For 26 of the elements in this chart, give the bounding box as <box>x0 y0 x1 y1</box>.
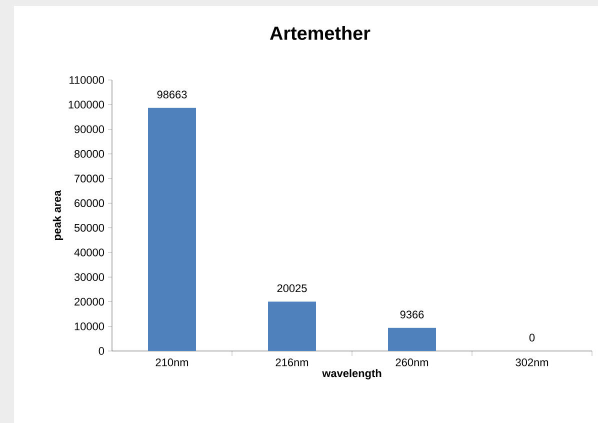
data-label: 0 <box>529 334 535 342</box>
y-tick-label: 10000 <box>74 322 104 330</box>
x-tick-label: 260nm <box>396 358 428 366</box>
x-tick-label: 302nm <box>516 358 548 366</box>
y-tick-label: 60000 <box>74 199 104 208</box>
x-axis-title: wavelength <box>322 369 382 380</box>
data-label: 98663 <box>157 90 187 98</box>
bar <box>388 328 436 351</box>
y-tick-label: 0 <box>98 347 104 355</box>
y-axis-title: peak area <box>52 190 64 240</box>
chart-title: Artemether <box>270 26 370 40</box>
y-tick-label: 80000 <box>74 150 104 158</box>
data-label: 20025 <box>277 284 307 292</box>
y-tick-label: 70000 <box>74 174 104 182</box>
x-tick-label: 210nm <box>156 358 188 366</box>
x-tick-label: 216nm <box>276 358 308 366</box>
y-tick-label: 50000 <box>74 224 104 232</box>
data-label: 9366 <box>400 310 424 318</box>
y-tick-label: 110000 <box>70 76 104 84</box>
y-tick-label: 30000 <box>74 273 104 281</box>
y-tick-label: 20000 <box>74 298 104 306</box>
y-tick-label: 90000 <box>74 125 104 134</box>
y-tick-label: 100000 <box>68 100 104 109</box>
y-tick-label: 40000 <box>74 248 104 256</box>
bar <box>268 302 316 351</box>
bar <box>148 108 196 351</box>
